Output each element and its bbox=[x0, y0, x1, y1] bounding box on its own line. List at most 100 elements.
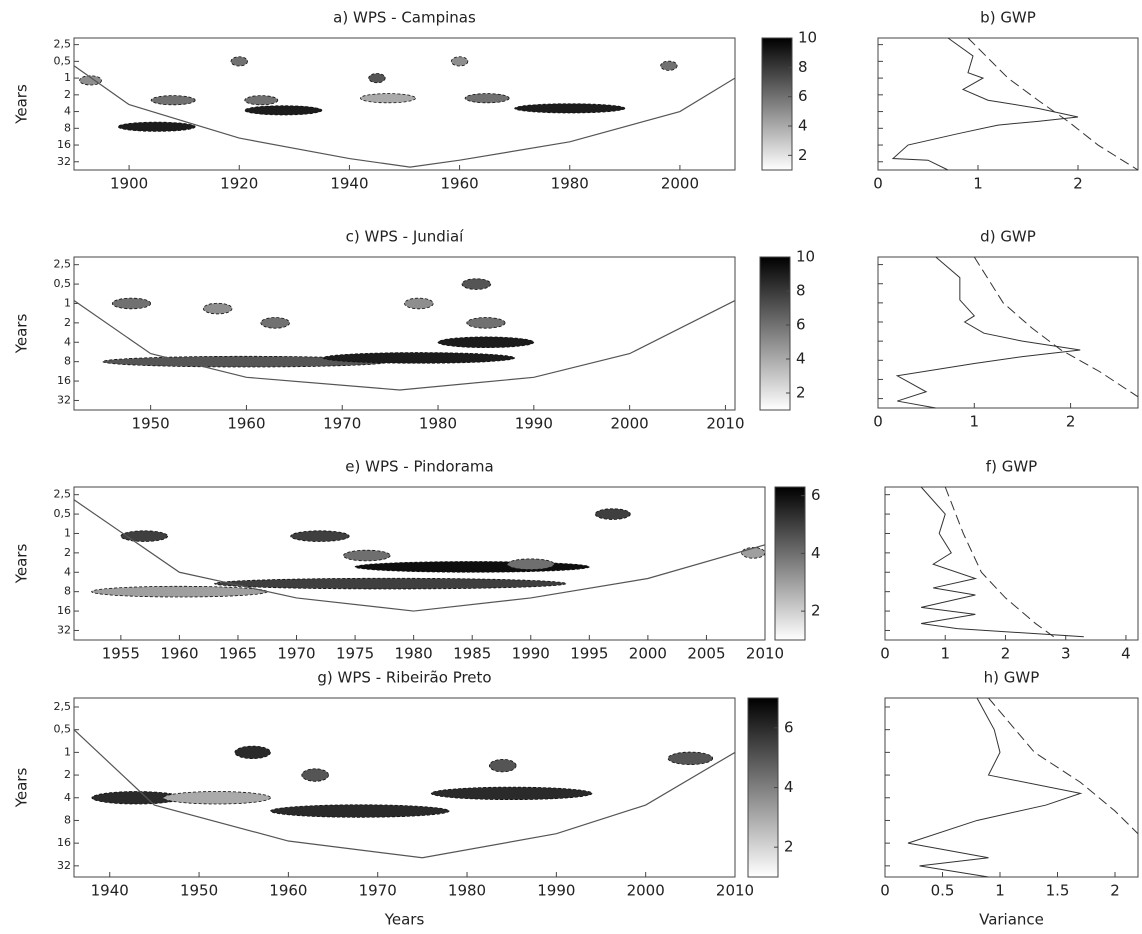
x-tick-label: 2000 bbox=[627, 882, 665, 900]
x-tick-label: 1 bbox=[970, 413, 980, 431]
power-region bbox=[437, 336, 535, 349]
cone-of-influence bbox=[74, 499, 765, 612]
power-region bbox=[244, 95, 279, 106]
y-tick-label: 2,5 bbox=[54, 258, 72, 271]
panel-title: c) WPS - Jundiaí bbox=[346, 228, 465, 246]
power-region bbox=[120, 530, 169, 542]
x-tick-label: 1950 bbox=[132, 415, 170, 433]
power-region bbox=[117, 121, 196, 132]
x-axis-label: Variance bbox=[979, 911, 1044, 929]
x-tick-label: 2000 bbox=[629, 645, 667, 663]
x-tick-label: 2000 bbox=[611, 415, 649, 433]
colorbar bbox=[759, 256, 791, 411]
y-tick-label: 0,5 bbox=[54, 507, 72, 520]
colorbar bbox=[774, 486, 806, 641]
y-tick-label: 0,5 bbox=[54, 277, 72, 290]
x-tick-label: 1940 bbox=[330, 175, 368, 193]
x-tick-label: 1990 bbox=[515, 415, 553, 433]
x-tick-label: 0 bbox=[873, 175, 883, 193]
y-tick-label: 1 bbox=[64, 296, 71, 309]
power-region bbox=[594, 508, 631, 520]
power-region bbox=[79, 75, 102, 86]
wavelet-power bbox=[74, 278, 735, 391]
panel-title: e) WPS - Pindorama bbox=[345, 458, 493, 476]
x-tick-label: 0 bbox=[880, 882, 890, 900]
wavelet-power bbox=[74, 56, 735, 168]
y-tick-label: 4 bbox=[64, 335, 71, 348]
plot-frame bbox=[73, 697, 736, 878]
x-tick-label: 2 bbox=[1110, 882, 1120, 900]
power-region bbox=[244, 105, 323, 116]
power-region bbox=[162, 791, 271, 805]
x-tick-label: 2 bbox=[1066, 413, 1076, 431]
colorbar-tick-label: 8 bbox=[798, 58, 808, 76]
power-region bbox=[230, 56, 248, 67]
x-tick-label: 2005 bbox=[687, 645, 725, 663]
power-region bbox=[342, 549, 391, 562]
power-region bbox=[741, 547, 765, 559]
power-region bbox=[404, 297, 434, 310]
power-region bbox=[234, 745, 271, 760]
plot-frame bbox=[73, 37, 736, 171]
global-power bbox=[891, 37, 1079, 171]
significance-line bbox=[944, 486, 1054, 638]
significance-line bbox=[967, 37, 1139, 171]
y-tick-label: 32 bbox=[57, 155, 71, 168]
power-region bbox=[464, 93, 510, 104]
x-tick-label: 1960 bbox=[227, 415, 265, 433]
power-region bbox=[461, 278, 492, 290]
colorbar-tick-label: 2 bbox=[811, 602, 821, 620]
y-tick-label: 16 bbox=[57, 374, 71, 387]
x-tick-label: 1960 bbox=[269, 882, 307, 900]
power-region bbox=[91, 585, 268, 598]
power-region bbox=[111, 297, 152, 310]
wavelet-power bbox=[74, 729, 735, 859]
wavelet-power bbox=[74, 499, 765, 612]
panel-title: g) WPS - Ribeirão Preto bbox=[317, 669, 491, 687]
x-tick-label: 1950 bbox=[180, 882, 218, 900]
plot-frame bbox=[877, 256, 1139, 409]
power-region bbox=[368, 73, 386, 84]
x-tick-label: 1970 bbox=[277, 645, 315, 663]
y-tick-label: 0,5 bbox=[54, 723, 72, 736]
x-tick-label: 1990 bbox=[512, 645, 550, 663]
y-axis-label: Years bbox=[13, 84, 31, 125]
power-region bbox=[322, 352, 516, 364]
colorbar-tick-label: 10 bbox=[798, 29, 817, 47]
y-axis-label: Years bbox=[13, 314, 31, 355]
power-region bbox=[450, 56, 469, 67]
x-tick-label: 2010 bbox=[706, 415, 744, 433]
x-tick-label: 1.5 bbox=[1046, 882, 1070, 900]
colorbar bbox=[747, 697, 779, 878]
y-tick-label: 1 bbox=[64, 526, 71, 539]
power-region bbox=[214, 577, 567, 590]
plot-frame bbox=[877, 37, 1139, 171]
panel-title: f) GWP bbox=[986, 458, 1037, 476]
x-tick-label: 1990 bbox=[537, 882, 575, 900]
y-tick-label: 2 bbox=[64, 316, 71, 329]
y-axis-label: Years bbox=[13, 544, 31, 585]
significance-line bbox=[988, 697, 1139, 835]
colorbar-tick-label: 6 bbox=[798, 87, 808, 105]
x-tick-label: 1980 bbox=[395, 645, 433, 663]
y-tick-label: 8 bbox=[64, 121, 71, 134]
power-region bbox=[488, 758, 517, 773]
y-tick-label: 2,5 bbox=[54, 700, 72, 713]
x-tick-label: 1955 bbox=[102, 645, 140, 663]
colorbar bbox=[761, 37, 793, 171]
y-tick-label: 4 bbox=[64, 791, 71, 804]
y-tick-label: 2 bbox=[64, 768, 71, 781]
colorbar-tick-label: 6 bbox=[811, 486, 821, 504]
power-region bbox=[150, 95, 196, 106]
colorbar-tick-label: 2 bbox=[796, 384, 806, 402]
cone-of-influence bbox=[74, 729, 735, 859]
x-tick-label: 1920 bbox=[220, 175, 258, 193]
x-tick-label: 2 bbox=[1001, 645, 1011, 663]
x-tick-label: 1 bbox=[940, 645, 950, 663]
y-tick-label: 2,5 bbox=[54, 38, 72, 51]
y-tick-label: 2 bbox=[64, 88, 71, 101]
power-region bbox=[506, 558, 555, 570]
power-region bbox=[360, 93, 416, 104]
colorbar-tick-label: 6 bbox=[796, 316, 806, 334]
y-tick-label: 1 bbox=[64, 745, 71, 758]
